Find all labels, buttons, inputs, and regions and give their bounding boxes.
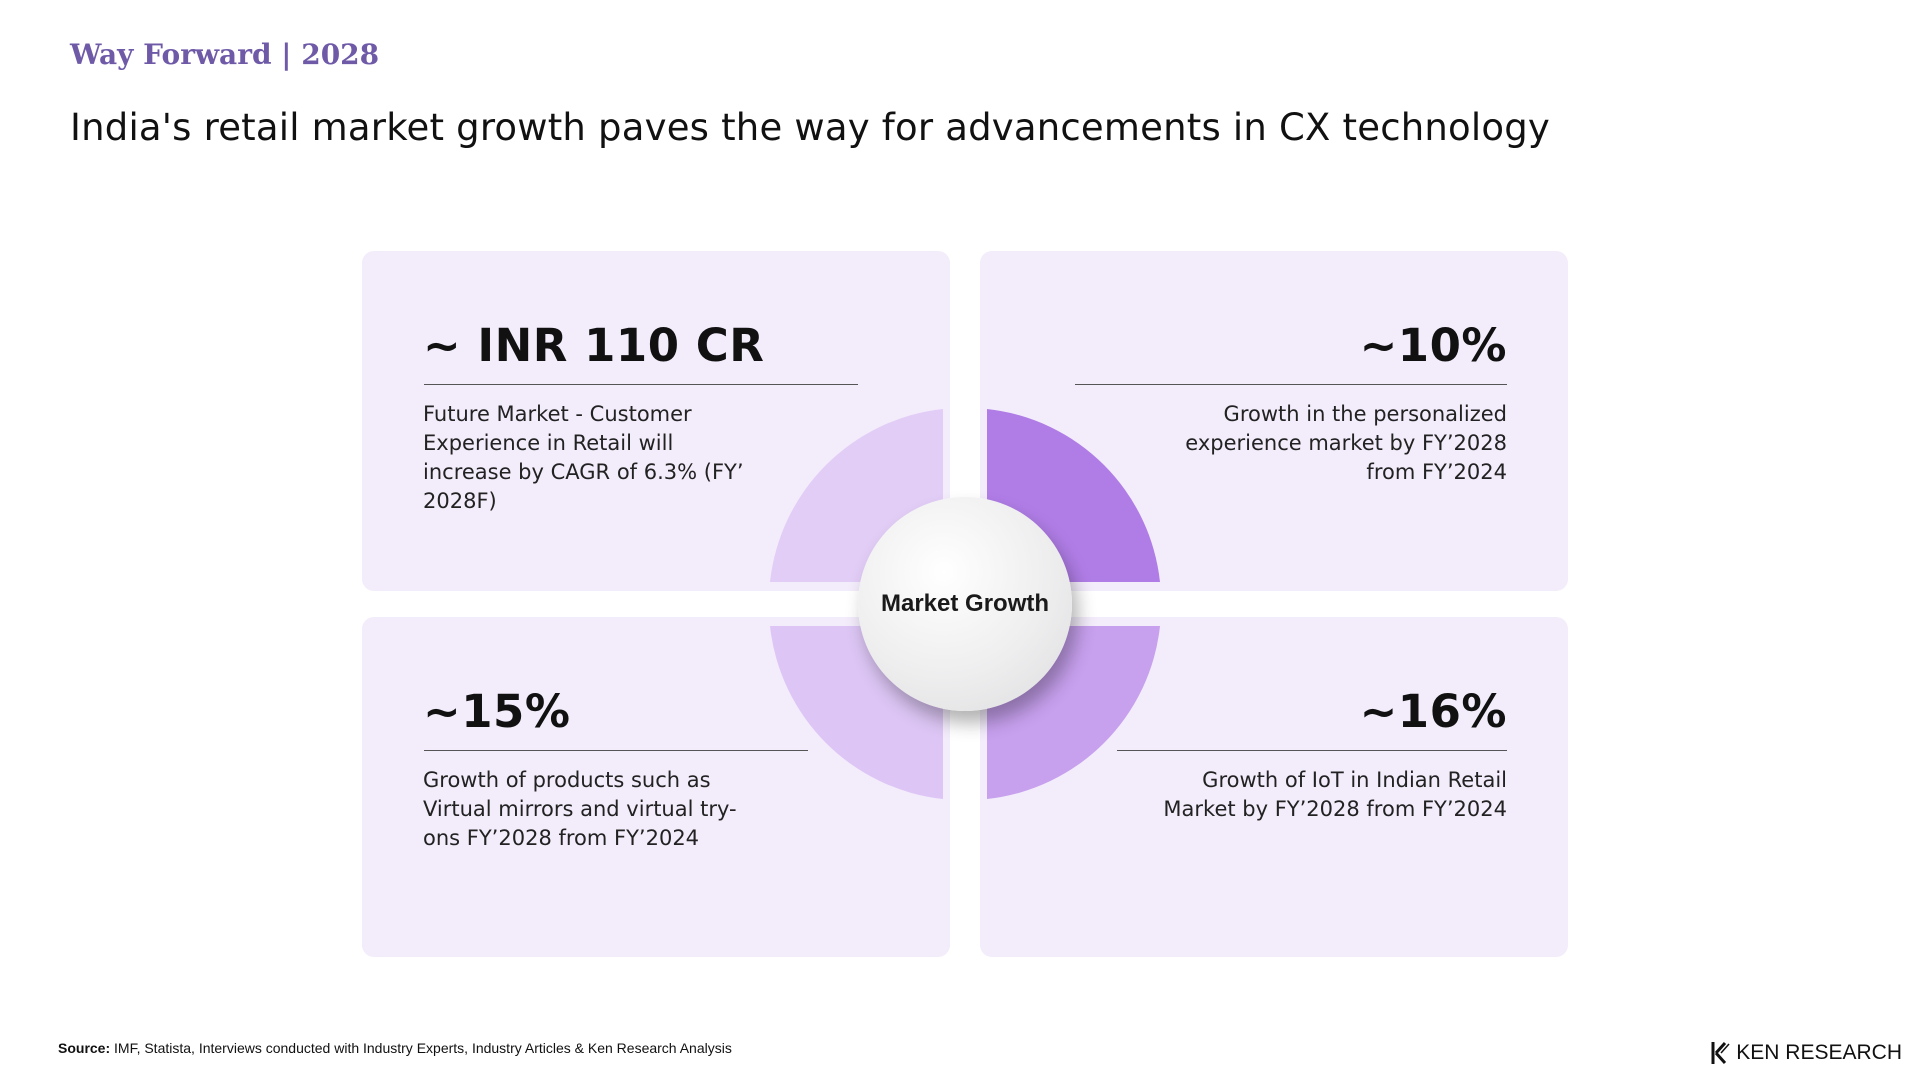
card-description: Future Market - Customer Experience in R… (423, 402, 744, 513)
card-future-market: ~ INR 110 CR Future Market - Customer Ex… (362, 251, 950, 591)
card-metric: ~ INR 110 CR (423, 319, 765, 372)
card-metric: ~10% (1359, 319, 1507, 372)
card-description: Growth in the personalized experience ma… (1185, 402, 1507, 484)
brand-logo: KEN RESEARCH (1710, 1040, 1902, 1066)
card-description: Growth of IoT in Indian Retail Market by… (1163, 768, 1507, 821)
card-divider (424, 384, 858, 385)
market-growth-hub: Market Growth (770, 409, 1160, 799)
ken-research-logo-icon (1711, 1041, 1730, 1065)
card-metric: ~16% (1359, 685, 1507, 738)
card-metric: ~15% (423, 685, 571, 738)
page-title: India's retail market growth paves the w… (70, 106, 1550, 149)
card-divider (1075, 384, 1507, 385)
card-personalized-experience: ~10% Growth in the personalized experien… (980, 251, 1568, 591)
source-note: Source: IMF, Statista, Interviews conduc… (58, 1040, 732, 1056)
section-kicker: Way Forward | 2028 (70, 38, 380, 71)
hub-center-circle: Market Growth (858, 497, 1072, 711)
card-virtual-tryons: ~15% Growth of products such as Virtual … (362, 617, 950, 957)
source-text: IMF, Statista, Interviews conducted with… (110, 1040, 732, 1056)
hub-label: Market Growth (880, 590, 1050, 617)
source-label: Source: (58, 1040, 111, 1056)
card-divider (1117, 750, 1507, 751)
card-description: Growth of products such as Virtual mirro… (423, 768, 737, 850)
logo-wordmark: KEN RESEARCH (1736, 1041, 1902, 1064)
card-divider (424, 750, 808, 751)
